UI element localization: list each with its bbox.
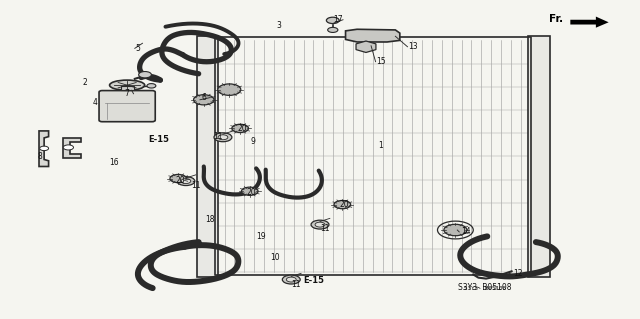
Text: Fr.: Fr. [548, 14, 563, 24]
Text: 5: 5 [136, 44, 140, 53]
Circle shape [193, 95, 214, 105]
Circle shape [311, 220, 329, 229]
Circle shape [444, 224, 467, 236]
Text: E-15: E-15 [148, 135, 170, 144]
Bar [121, 86, 134, 90]
Circle shape [282, 275, 300, 284]
Text: 19: 19 [257, 232, 266, 241]
Text: 18: 18 [205, 215, 215, 224]
Circle shape [328, 27, 338, 33]
Text: E-15: E-15 [303, 276, 324, 285]
Text: 11: 11 [191, 181, 200, 190]
FancyBboxPatch shape [99, 91, 156, 122]
Polygon shape [356, 41, 376, 52]
Text: 9: 9 [250, 137, 255, 145]
Circle shape [181, 179, 191, 183]
Text: S3Y3- B05108: S3Y3- B05108 [458, 283, 511, 292]
Circle shape [63, 145, 74, 150]
Circle shape [334, 200, 351, 209]
Ellipse shape [109, 80, 145, 90]
Text: 4: 4 [93, 98, 98, 107]
Text: 11: 11 [291, 279, 301, 288]
Polygon shape [196, 36, 218, 277]
Text: 7: 7 [125, 89, 129, 98]
Text: 14: 14 [461, 227, 470, 236]
Circle shape [40, 146, 49, 151]
Text: 13: 13 [408, 42, 417, 51]
Text: S3Y3- B05108: S3Y3- B05108 [464, 286, 506, 291]
Circle shape [177, 177, 195, 186]
Polygon shape [527, 36, 550, 277]
Circle shape [147, 84, 156, 88]
Circle shape [232, 124, 248, 132]
Circle shape [241, 187, 258, 196]
Text: 6: 6 [202, 93, 206, 102]
Text: 3: 3 [276, 21, 281, 30]
Text: 10: 10 [271, 253, 280, 262]
Circle shape [315, 222, 325, 227]
Circle shape [214, 133, 232, 142]
Polygon shape [570, 17, 609, 28]
Circle shape [139, 71, 152, 78]
Text: 17: 17 [333, 15, 342, 24]
Text: 20: 20 [176, 176, 186, 185]
Circle shape [286, 277, 296, 282]
Polygon shape [63, 138, 81, 158]
Polygon shape [346, 29, 400, 42]
Circle shape [218, 84, 241, 95]
Text: 15: 15 [376, 57, 385, 66]
Polygon shape [39, 131, 49, 167]
Text: 20: 20 [237, 124, 247, 133]
Text: 11: 11 [213, 132, 223, 141]
Text: 12: 12 [513, 269, 523, 278]
Text: 8: 8 [38, 152, 43, 161]
Circle shape [326, 17, 339, 24]
Circle shape [218, 135, 228, 140]
Text: 1: 1 [378, 141, 383, 150]
Text: 20: 20 [246, 188, 256, 197]
Text: 16: 16 [109, 158, 119, 167]
Text: 20: 20 [339, 200, 349, 209]
Circle shape [170, 174, 186, 183]
Text: 2: 2 [83, 78, 88, 87]
Text: 11: 11 [321, 224, 330, 233]
